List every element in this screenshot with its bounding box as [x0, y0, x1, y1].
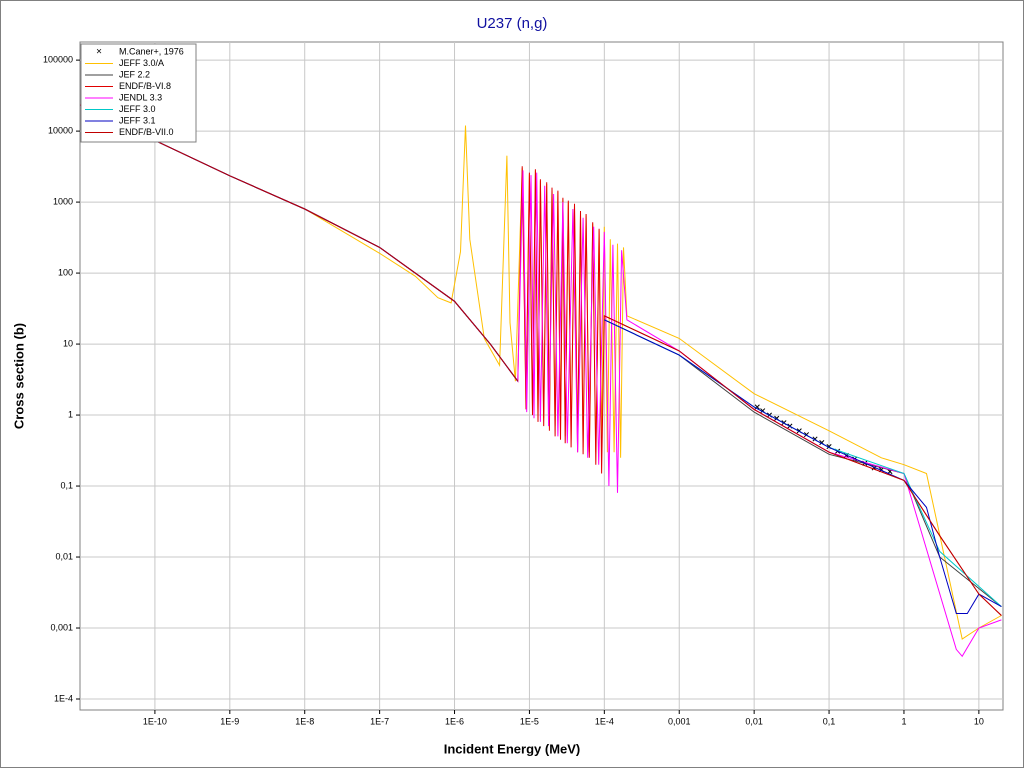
- y-tick-label: 0,01: [55, 551, 73, 561]
- legend-label: JEFF 3.1: [119, 115, 156, 125]
- x-tick-label: 1E-10: [143, 716, 167, 726]
- x-tick-label: 1E-9: [220, 716, 239, 726]
- y-tick-label: 100: [58, 267, 73, 277]
- legend-label: ENDF/B-VII.0: [119, 127, 174, 137]
- y-tick-label: 1: [68, 409, 73, 419]
- legend-label: M.Caner+, 1976: [119, 46, 184, 56]
- x-tick-label: 1E-6: [445, 716, 464, 726]
- y-tick-label: 10: [63, 338, 73, 348]
- series-layer: [80, 104, 1002, 658]
- legend-label: JEFF 3.0: [119, 104, 156, 114]
- legend-label: JEF 2.2: [119, 69, 150, 79]
- y-tick-label: 0,1: [60, 480, 73, 490]
- legend-label: ENDF/B-VI.8: [119, 81, 171, 91]
- legend-marker: ×: [96, 47, 102, 58]
- x-axis-title: Incident Energy (MeV): [444, 741, 581, 756]
- x-tick-label: 0,001: [668, 716, 691, 726]
- x-tick-label: 1E-7: [370, 716, 389, 726]
- x-tick-label: 0,01: [745, 716, 763, 726]
- y-tick-label: 1000: [53, 196, 73, 206]
- x-tick-label: 10: [974, 716, 984, 726]
- x-tick-label: 1E-4: [595, 716, 614, 726]
- y-tick-label: 10000: [48, 125, 73, 135]
- x-tick-label: 0,1: [823, 716, 836, 726]
- y-tick-label: 0,001: [50, 622, 73, 632]
- legend-label: JEFF 3.0/A: [119, 58, 164, 68]
- legend-box: [80, 43, 197, 143]
- y-axis-title: Cross section (b): [11, 323, 26, 429]
- legend-label: JENDL 3.3: [119, 92, 162, 102]
- x-tick-label: 1E-5: [520, 716, 539, 726]
- y-tick-label: 1E-4: [54, 693, 73, 703]
- x-tick-label: 1E-8: [295, 716, 314, 726]
- chart-title: U237 (n,g): [477, 15, 548, 32]
- series-line: [80, 104, 1002, 616]
- y-tick-label: 100000: [43, 54, 73, 64]
- x-tick-label: 1: [901, 716, 906, 726]
